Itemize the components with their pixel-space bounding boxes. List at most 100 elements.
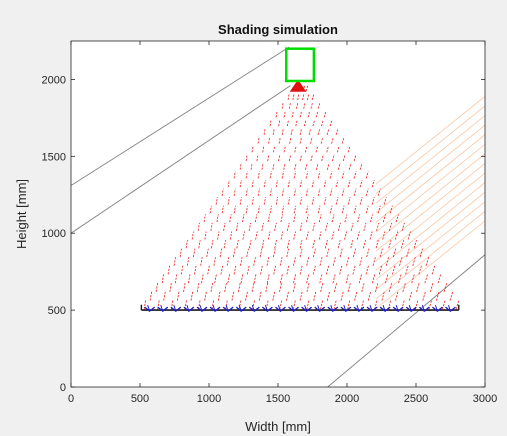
shading-dash bbox=[365, 205, 369, 214]
shading-dash bbox=[185, 240, 188, 249]
shading-dash bbox=[293, 231, 296, 240]
shading-dash bbox=[306, 274, 310, 284]
shading-dash bbox=[216, 214, 219, 223]
light-ray bbox=[375, 153, 485, 242]
shading-dash bbox=[317, 102, 321, 109]
shading-dash bbox=[251, 197, 254, 205]
shading-dash bbox=[281, 205, 285, 214]
shading-dash bbox=[293, 257, 296, 266]
shading-dash bbox=[292, 282, 296, 292]
panel-arrow-stem bbox=[317, 304, 321, 312]
shading-dash bbox=[329, 119, 333, 127]
shading-dash bbox=[275, 197, 279, 205]
shading-dash bbox=[200, 257, 203, 266]
shading-dash bbox=[245, 291, 248, 301]
panel-arrow-stem bbox=[251, 304, 255, 312]
shading-dash bbox=[274, 239, 277, 249]
shading-dash bbox=[288, 102, 291, 109]
shading-dash bbox=[245, 205, 248, 214]
shading-dash bbox=[359, 197, 363, 205]
shading-dash bbox=[215, 197, 218, 205]
shading-dash bbox=[266, 274, 270, 284]
shading-dash bbox=[275, 111, 278, 118]
light-ray bbox=[375, 201, 485, 290]
shading-dash bbox=[306, 282, 310, 292]
shading-dash bbox=[240, 274, 244, 284]
shading-dash bbox=[299, 197, 303, 205]
shading-dash bbox=[407, 231, 411, 240]
shading-dash bbox=[354, 291, 358, 301]
shading-dash bbox=[229, 214, 232, 223]
shading-dash bbox=[240, 257, 243, 266]
shading-dash bbox=[353, 205, 357, 214]
shading-dash bbox=[149, 291, 153, 301]
shading-dash bbox=[392, 265, 396, 275]
panel-arrow-stem bbox=[147, 304, 151, 312]
shading-dash bbox=[311, 94, 315, 101]
shading-dash bbox=[449, 291, 454, 301]
shading-dash bbox=[320, 300, 324, 310]
shading-dash bbox=[313, 248, 316, 258]
shading-dash bbox=[239, 197, 242, 205]
shading-dash bbox=[365, 171, 369, 179]
shading-dash bbox=[261, 162, 264, 170]
shading-dash bbox=[245, 188, 248, 197]
source-box bbox=[285, 47, 316, 83]
shading-dash bbox=[339, 248, 343, 258]
shading-dash bbox=[267, 231, 271, 240]
shading-dash bbox=[312, 119, 315, 127]
shading-dash bbox=[238, 300, 242, 310]
shading-dash bbox=[236, 240, 239, 249]
panel-arrow-stem bbox=[238, 304, 242, 312]
shading-dash bbox=[299, 137, 302, 144]
shading-dash bbox=[250, 162, 253, 170]
light-ray bbox=[375, 115, 485, 204]
shading-dash bbox=[408, 291, 413, 301]
y-tick-label: 500 bbox=[48, 305, 66, 317]
shading-dash bbox=[312, 222, 316, 231]
shading-dash bbox=[326, 128, 330, 135]
shading-dash bbox=[344, 214, 348, 223]
shading-dash bbox=[363, 222, 367, 231]
shading-dash bbox=[217, 231, 220, 240]
light-ray bbox=[375, 96, 485, 185]
shading-dash bbox=[242, 214, 245, 223]
shading-dash bbox=[341, 205, 345, 214]
shading-dash bbox=[356, 231, 360, 240]
shading-dash bbox=[372, 257, 376, 266]
panel-arrow-stem bbox=[421, 304, 425, 312]
shading-dash bbox=[179, 248, 182, 258]
shading-dash bbox=[392, 248, 397, 258]
shading-dash bbox=[299, 128, 302, 135]
shading-dash bbox=[265, 282, 269, 292]
shading-dash bbox=[335, 179, 339, 188]
shading-dash bbox=[209, 205, 212, 214]
shading-dash bbox=[358, 274, 362, 284]
shading-dash bbox=[283, 162, 286, 170]
shading-dash bbox=[292, 300, 296, 310]
shading-dash bbox=[214, 274, 217, 284]
shading-dash bbox=[267, 214, 271, 223]
panel-arrow-stem bbox=[369, 304, 373, 312]
shading-dash bbox=[262, 145, 265, 153]
shading-dash bbox=[227, 197, 230, 205]
shading-dash bbox=[305, 162, 308, 170]
shading-dash bbox=[321, 154, 324, 162]
shading-dash bbox=[239, 162, 242, 170]
shading-dash bbox=[273, 265, 276, 275]
plot-content bbox=[71, 46, 485, 387]
panel-arrow-stem bbox=[160, 304, 164, 312]
panel-arrow-stem bbox=[277, 304, 281, 312]
shading-dash bbox=[273, 145, 276, 153]
shading-dash bbox=[213, 257, 216, 266]
shading-dash bbox=[163, 291, 166, 301]
shading-dash bbox=[286, 248, 290, 258]
shading-dash bbox=[360, 300, 364, 310]
shading-dash bbox=[246, 265, 250, 275]
shading-dash bbox=[293, 274, 296, 284]
shading-dash bbox=[306, 231, 309, 240]
light-ray bbox=[375, 172, 485, 261]
shading-dash bbox=[359, 257, 363, 266]
shading-dash bbox=[245, 171, 248, 179]
